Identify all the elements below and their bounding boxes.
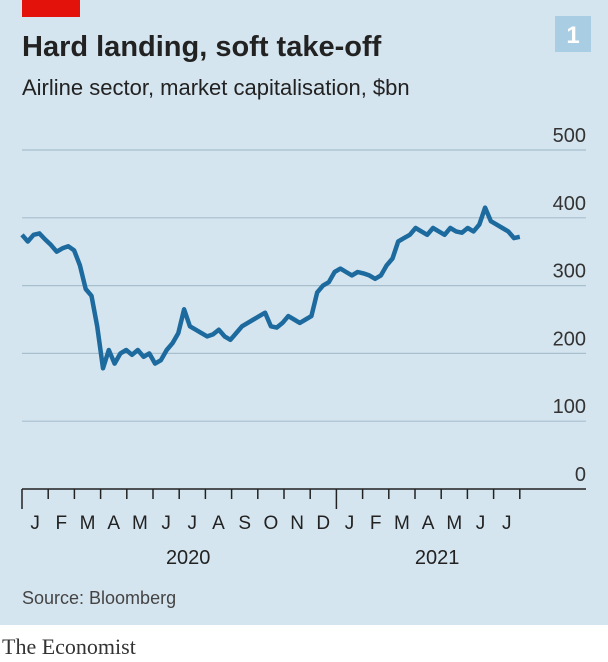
line-series bbox=[20, 205, 521, 371]
x-tick-label: F bbox=[370, 513, 382, 534]
footer-band bbox=[0, 625, 608, 662]
y-tick-label: 200 bbox=[553, 328, 586, 350]
y-tick-label: 100 bbox=[553, 396, 586, 418]
x-tick-label: D bbox=[316, 513, 330, 534]
y-tick-label: 300 bbox=[553, 261, 586, 283]
y-tick-label: 400 bbox=[553, 193, 586, 215]
x-tick-label: M bbox=[446, 513, 462, 534]
x-tick-label: M bbox=[132, 513, 148, 534]
year-label: 2020 bbox=[166, 547, 211, 569]
source: Source: Bloomberg bbox=[22, 588, 176, 608]
chart-subtitle: Airline sector, market capitalisation, $… bbox=[22, 75, 410, 100]
brand: The Economist bbox=[2, 634, 136, 659]
x-tick-label: F bbox=[55, 513, 67, 534]
x-tick-label: A bbox=[422, 513, 435, 534]
chart-title: Hard landing, soft take-off bbox=[22, 31, 382, 63]
x-tick-label: A bbox=[212, 513, 225, 534]
badge-box bbox=[555, 16, 591, 52]
x-tick-label: O bbox=[264, 513, 279, 534]
x-tick-label: J bbox=[476, 513, 486, 534]
x-tick-label: A bbox=[107, 513, 120, 534]
x-tick-label: J bbox=[188, 513, 198, 534]
x-tick-label: N bbox=[290, 513, 304, 534]
badge: 1 bbox=[566, 22, 579, 49]
y-tick-label: 500 bbox=[553, 125, 586, 147]
year-label: 2021 bbox=[415, 547, 460, 569]
background bbox=[0, 0, 608, 625]
y-tick-label: 0 bbox=[575, 464, 586, 486]
x-tick-label: S bbox=[238, 513, 251, 534]
x-tick-label: M bbox=[80, 513, 96, 534]
red-tag bbox=[22, 0, 80, 17]
x-tick-label: J bbox=[30, 513, 40, 534]
x-tick-label: J bbox=[345, 513, 355, 534]
x-tick-label: M bbox=[394, 513, 410, 534]
x-tick-label: J bbox=[502, 513, 512, 534]
x-tick-label: J bbox=[161, 513, 171, 534]
